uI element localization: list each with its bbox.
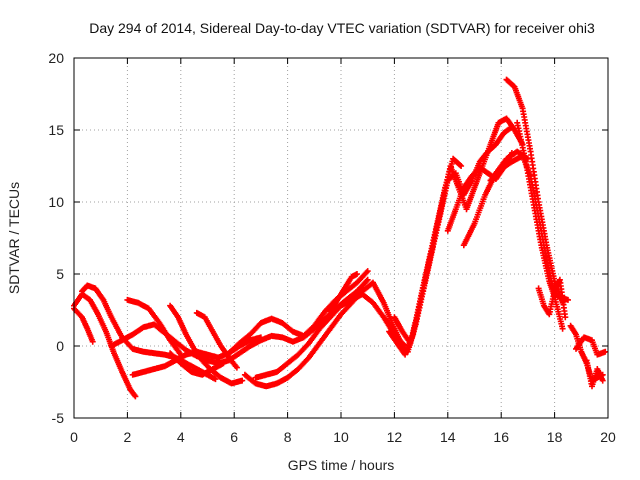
y-tick-label: 10: [48, 194, 64, 210]
series-arc-8: [167, 350, 227, 378]
x-tick-label: 16: [493, 429, 509, 445]
series-markers: [193, 309, 240, 371]
y-axis-title: SDTVAR / TECUs: [6, 182, 22, 294]
x-tick-label: 14: [440, 429, 456, 445]
series-markers: [79, 282, 219, 383]
series-markers: [71, 305, 96, 345]
series-arc-20: [503, 76, 566, 306]
series-arc-22: [535, 276, 569, 321]
series-arc-3: [79, 282, 219, 383]
x-axis-title: GPS time / hours: [288, 457, 395, 473]
series-markers: [503, 76, 566, 306]
series-markers: [514, 119, 566, 332]
x-tick-label: 6: [230, 429, 238, 445]
series-arc-24: [573, 334, 609, 358]
x-tick-label: 20: [600, 429, 616, 445]
x-tick-label: 10: [333, 429, 349, 445]
data-layer: [71, 76, 609, 400]
series-markers: [573, 334, 609, 358]
x-tick-label: 18: [547, 429, 563, 445]
axis-ticks: 0 2 4 6 8 10 12 14 16 18 20 -5 0 5 10 15 20: [48, 50, 616, 445]
y-tick-label: 15: [48, 122, 64, 138]
series-markers: [583, 357, 606, 390]
y-tick-label: -5: [52, 410, 65, 426]
series-arc-16: [391, 115, 526, 347]
series-arc-5: [124, 296, 184, 358]
y-tick-label: 5: [56, 266, 64, 282]
x-tick-label: 4: [177, 429, 185, 445]
series-arc-25: [583, 357, 606, 390]
series-arc-9: [193, 309, 240, 371]
series-markers: [167, 350, 227, 378]
series-markers: [535, 276, 569, 321]
grid: [74, 58, 608, 418]
series-markers: [391, 115, 526, 347]
y-tick-label: 20: [48, 50, 64, 66]
series-arc-7: [167, 302, 246, 387]
x-tick-label: 2: [124, 429, 132, 445]
series-markers: [327, 271, 360, 315]
series-arc-21: [514, 119, 566, 332]
x-tick-label: 12: [387, 429, 403, 445]
x-tick-label: 0: [70, 429, 78, 445]
y-tick-label: 0: [56, 338, 64, 354]
series-arc-13: [327, 271, 360, 315]
x-tick-label: 8: [284, 429, 292, 445]
series-markers: [124, 296, 184, 358]
chart-title: Day 294 of 2014, Sidereal Day-to-day VTE…: [89, 20, 595, 36]
series-arc-2: [71, 305, 96, 345]
series-markers: [167, 302, 246, 387]
